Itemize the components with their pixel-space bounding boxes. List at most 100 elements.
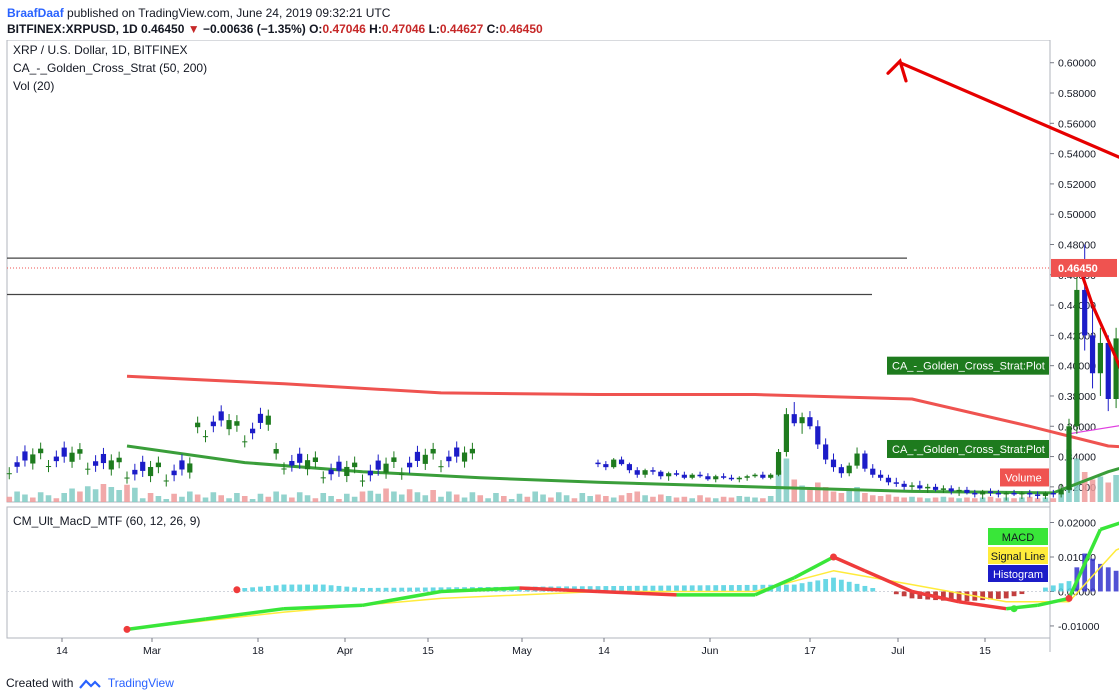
volume-bar: [438, 496, 444, 502]
histogram-bar: [634, 585, 640, 592]
macd-cross-dot: [123, 625, 131, 633]
volume-bar: [77, 491, 83, 502]
volume-bar: [453, 494, 460, 502]
volume-bar: [210, 492, 217, 502]
volume-bar: [563, 495, 570, 502]
histogram-legend-label-bg: [988, 565, 1048, 582]
histogram-bar: [988, 591, 993, 600]
histogram-bar: [642, 585, 648, 592]
histogram-bar: [320, 584, 326, 592]
candle-body: [846, 465, 852, 474]
candle-body: [823, 444, 829, 460]
volume-bar: [516, 493, 523, 502]
volume-bar: [838, 493, 845, 502]
tradingview-brand[interactable]: TradingView: [107, 676, 174, 690]
histogram-bar: [752, 584, 758, 592]
volume-bar: [108, 487, 115, 502]
volume-bar: [1011, 498, 1017, 502]
candle-body: [22, 451, 28, 461]
volume-bar: [37, 492, 44, 502]
volume-bar: [100, 484, 107, 502]
price-tick-label: 0.48000: [1058, 239, 1096, 251]
candle-body: [650, 470, 656, 472]
candle-body: [14, 462, 20, 467]
volume-bar: [92, 489, 99, 502]
current-price-tag: 0.46450: [1058, 263, 1098, 275]
candle-body: [297, 453, 303, 463]
volume-bar: [1019, 497, 1025, 502]
candle-body: [226, 420, 232, 430]
macd-line-segment: [519, 586, 599, 594]
candle-body: [45, 466, 52, 468]
histogram-bar: [1011, 591, 1017, 597]
candle-body: [265, 415, 271, 425]
volume-bar: [289, 497, 295, 502]
price-tick-label: 0.50000: [1058, 209, 1096, 221]
histogram-bar: [360, 588, 365, 592]
candle-body: [352, 462, 358, 468]
strategy-plot-label-lower-bg: [887, 439, 1049, 458]
candle-body: [312, 457, 318, 463]
macd-line-segment: [1099, 521, 1119, 532]
histogram-bar: [344, 586, 350, 592]
chart-area[interactable]: 0.320000.340000.360000.380000.400000.420…: [0, 40, 1119, 670]
candle-body: [1019, 492, 1025, 495]
open-label: O:: [309, 22, 323, 36]
volume-bar: [964, 497, 970, 502]
main-pane-frame: [6, 40, 1051, 503]
volume-bar: [414, 492, 421, 502]
candle-body: [202, 436, 209, 438]
price-tick-label: 0.52000: [1058, 179, 1096, 191]
volume-bar: [987, 496, 994, 502]
histogram-bar: [391, 587, 397, 592]
candle-body: [85, 468, 91, 470]
candle-body: [61, 447, 67, 457]
histogram-bar: [713, 585, 719, 592]
current-price-tag-bg: [1051, 258, 1117, 277]
macd-line-segment: [958, 600, 1007, 611]
volume-bar: [422, 495, 429, 502]
candle-body: [210, 421, 216, 427]
volume-bar: [320, 493, 327, 502]
candle-body: [289, 461, 295, 466]
volume-bar: [265, 496, 272, 502]
candle-body: [744, 476, 750, 478]
volume-bar: [430, 490, 436, 502]
volume-bar: [1113, 475, 1119, 502]
histogram-bar: [1105, 567, 1111, 592]
price-tick-label: 0.56000: [1058, 118, 1096, 130]
candle-body: [721, 476, 727, 478]
volume-bar: [932, 497, 939, 502]
volume-bar: [744, 496, 750, 502]
candle-body: [328, 469, 334, 475]
candle-body: [53, 456, 59, 462]
author-link[interactable]: BraafDaaf: [7, 6, 64, 20]
candle-body: [407, 462, 413, 468]
histogram-bar: [917, 591, 923, 599]
volume-bar: [1089, 479, 1096, 502]
volume-bar: [132, 487, 138, 502]
histogram-bar: [1098, 563, 1103, 592]
volume-bar: [532, 491, 538, 502]
volume-bar: [752, 497, 758, 502]
histogram-bar: [941, 591, 946, 601]
candle-body: [1027, 492, 1033, 495]
volume-bar: [548, 497, 554, 502]
volume-bar: [720, 496, 727, 502]
histogram-bar: [697, 585, 703, 592]
candle-body: [469, 448, 475, 454]
volume-bar: [705, 497, 711, 502]
candle-body: [155, 462, 161, 468]
volume-bar: [328, 496, 334, 502]
volume-bar: [1097, 476, 1104, 502]
volume-bar: [979, 497, 986, 502]
candle-body: [807, 417, 813, 427]
candle-body: [697, 474, 703, 477]
volume-bar: [383, 488, 389, 502]
volume-bar: [909, 496, 915, 502]
histogram-bar: [838, 579, 844, 592]
volume-bar: [760, 498, 766, 502]
volume-bar: [45, 495, 52, 502]
publish-line: BraafDaaf published on TradingView.com, …: [7, 6, 390, 20]
volume-bar: [296, 492, 303, 502]
